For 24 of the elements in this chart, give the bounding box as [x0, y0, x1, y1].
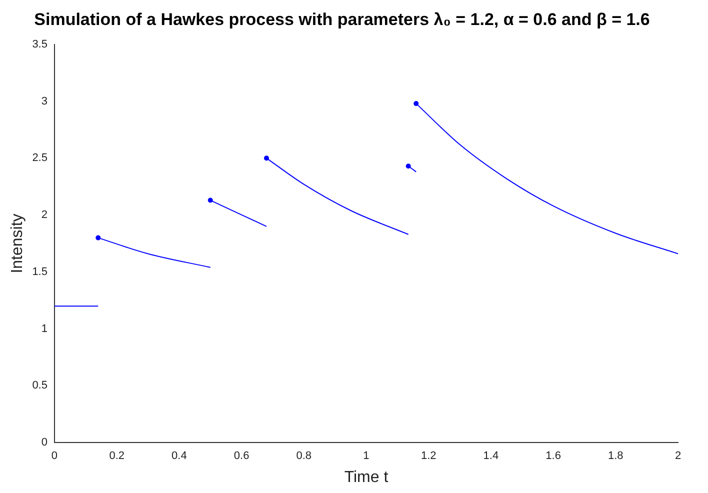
- x-axis-title: Time t: [344, 468, 389, 486]
- x-tick-label: 0.2: [109, 450, 124, 462]
- x-tick-label: 1.2: [420, 450, 436, 462]
- y-tick-label: 0: [41, 436, 48, 449]
- x-tick-label: 0: [51, 450, 58, 462]
- y-tick-label: 3.5: [32, 38, 48, 50]
- point: [414, 101, 419, 106]
- x-tick-label: 2: [674, 450, 682, 462]
- x-tick-label: 0.4: [172, 450, 187, 462]
- y-tick-label: 2.5: [32, 152, 48, 164]
- chart-title: Simulation of a Hawkes process with parameters λ₀ = 1.2, α = 0.6 and β = 1.6: [34, 10, 650, 29]
- y-tick-label: 2: [41, 209, 48, 222]
- y-tick-label: 3: [41, 95, 48, 108]
- x-tick-label: 0.6: [234, 450, 250, 462]
- y-tick-label: 1.5: [32, 266, 48, 278]
- y-tick-label: 0.5: [32, 380, 48, 392]
- x-tick-label: 0.8: [296, 450, 312, 462]
- x-tick-label: 1.6: [546, 450, 561, 462]
- point: [264, 156, 269, 161]
- x-tick-label: 1.4: [483, 450, 499, 462]
- y-axis-title: Intensity: [9, 214, 26, 274]
- x-tick-label: 1: [363, 450, 370, 462]
- y-tick-label: 1: [41, 322, 48, 335]
- x-tick-label: 1.8: [608, 450, 624, 462]
